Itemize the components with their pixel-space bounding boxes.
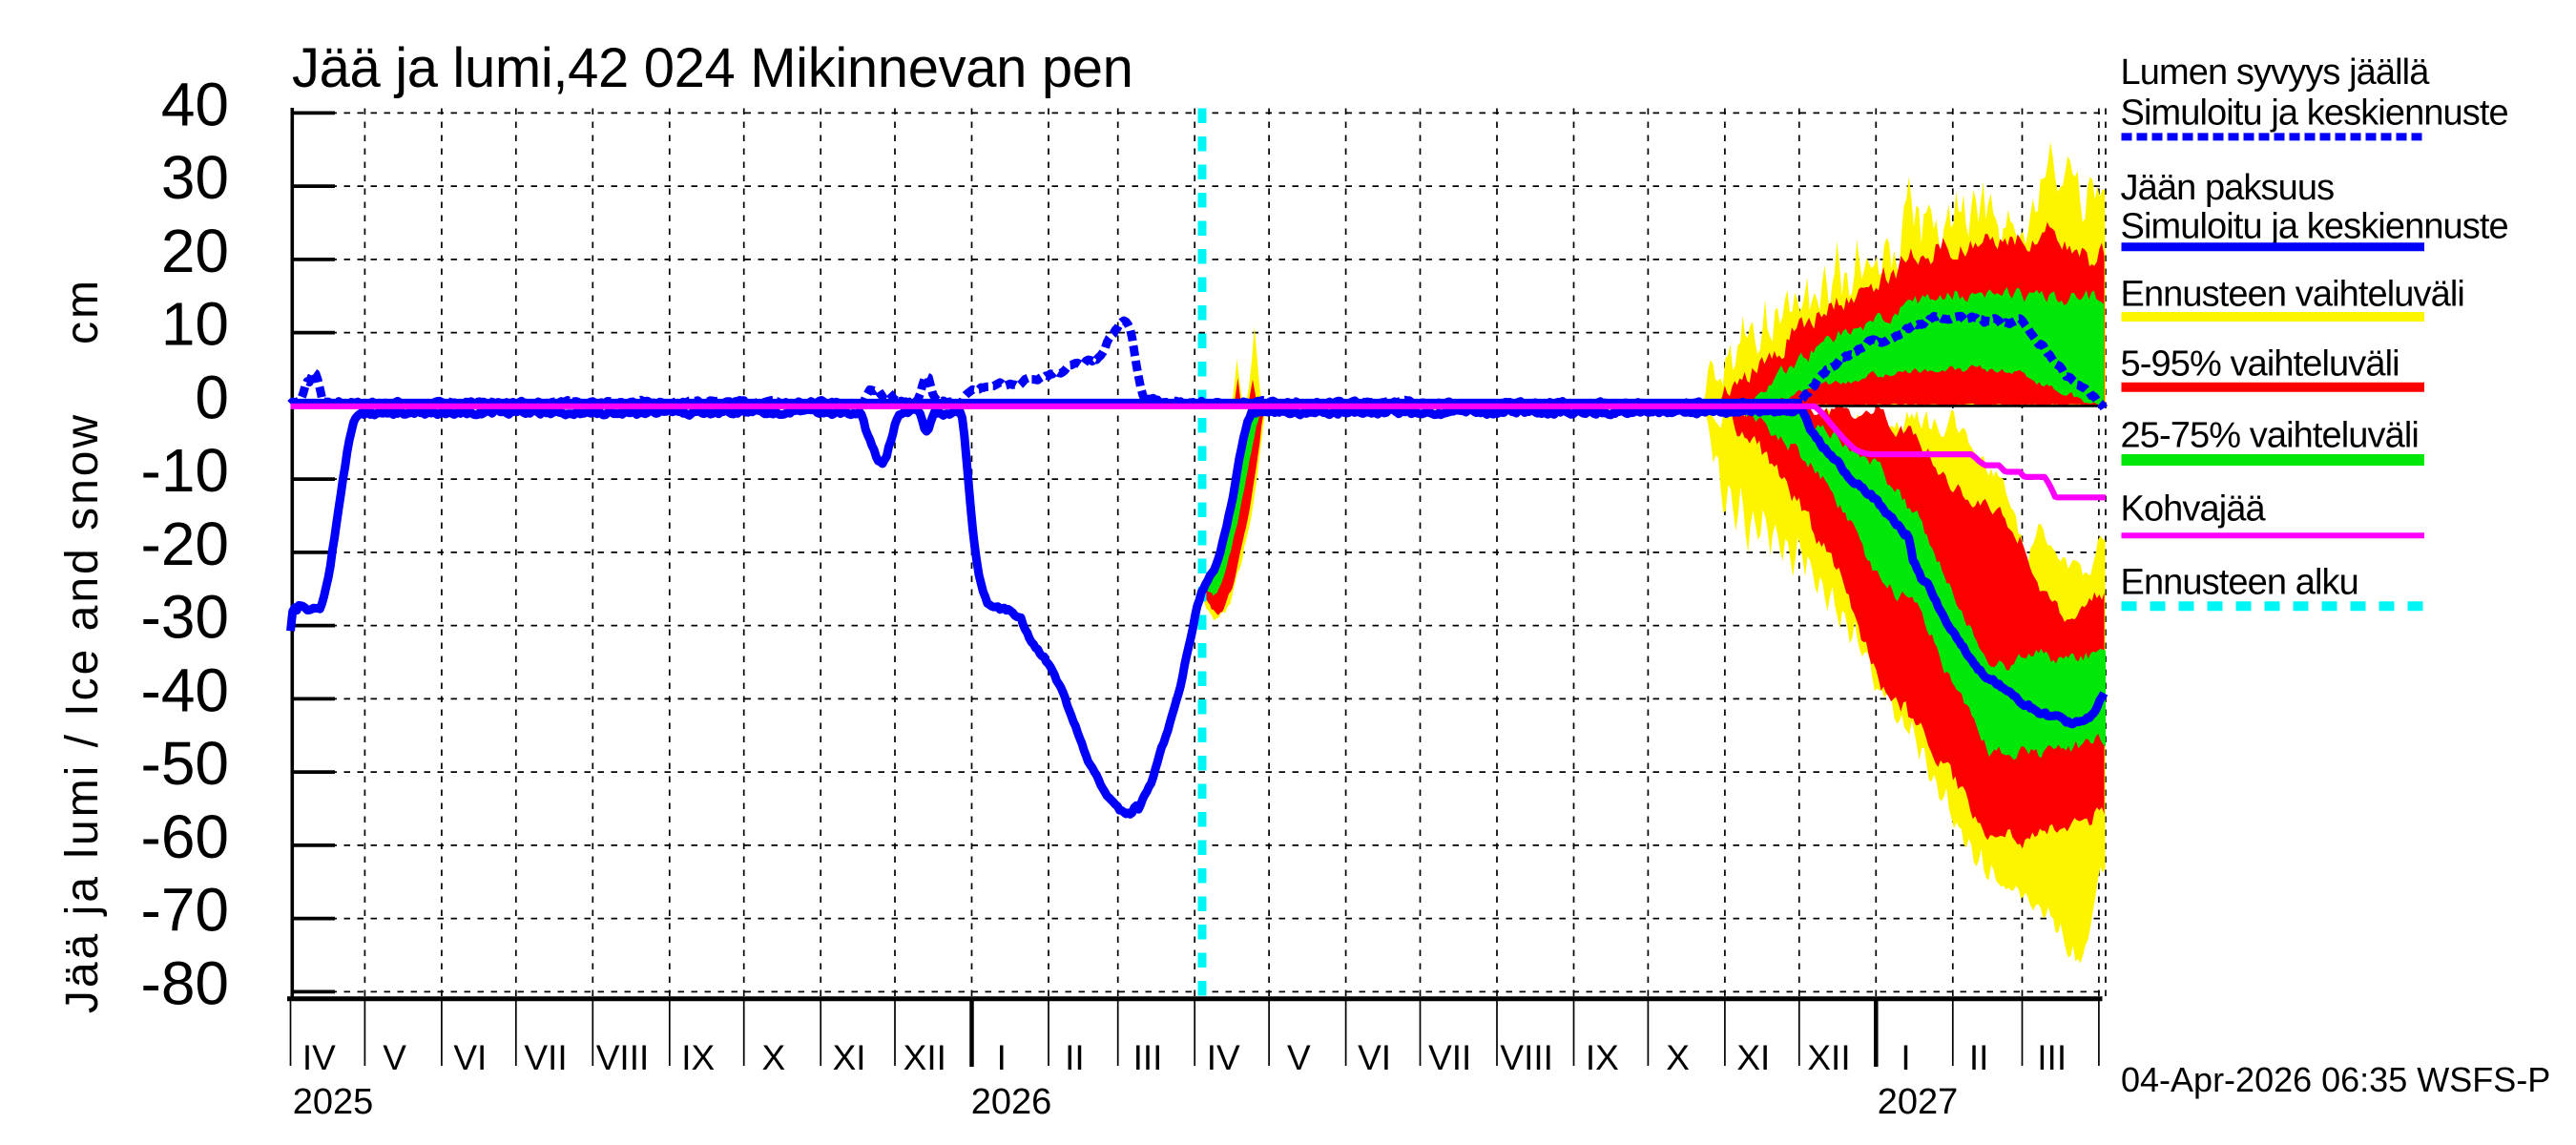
svg-text:XII: XII — [1807, 1038, 1850, 1077]
svg-text:V: V — [1287, 1038, 1311, 1077]
svg-text:04-Apr-2026 06:35 WSFS-P: 04-Apr-2026 06:35 WSFS-P — [2121, 1060, 2550, 1099]
svg-text:-20: -20 — [141, 510, 230, 578]
svg-text:II: II — [1065, 1038, 1085, 1077]
svg-text:VI: VI — [1358, 1038, 1391, 1077]
svg-text:10: 10 — [161, 290, 229, 359]
svg-text:VII: VII — [1428, 1038, 1471, 1077]
svg-text:Jää ja lumi / Ice and snow: Jää ja lumi / Ice and snow — [57, 412, 108, 1013]
svg-text:Lumen syvyys jäällä: Lumen syvyys jäällä — [2121, 52, 2431, 93]
svg-text:IX: IX — [681, 1038, 715, 1077]
svg-text:2025: 2025 — [293, 1082, 374, 1122]
svg-text:III: III — [2037, 1038, 2067, 1077]
svg-text:X: X — [762, 1038, 786, 1077]
svg-text:IV: IV — [302, 1038, 336, 1077]
svg-text:25-75% vaihteluväli: 25-75% vaihteluväli — [2121, 416, 2419, 456]
svg-text:IV: IV — [1207, 1038, 1240, 1077]
svg-text:20: 20 — [161, 217, 229, 285]
svg-text:I: I — [997, 1038, 1007, 1077]
svg-text:-10: -10 — [141, 436, 230, 505]
svg-text:-60: -60 — [141, 802, 230, 871]
svg-text:Simuloitu ja keskiennuste: Simuloitu ja keskiennuste — [2121, 93, 2508, 133]
svg-text:IX: IX — [1586, 1038, 1619, 1077]
svg-text:Jää ja lumi,42 024 Mikinnevan: Jää ja lumi,42 024 Mikinnevan pen — [292, 37, 1133, 99]
svg-text:-30: -30 — [141, 583, 230, 652]
svg-text:0: 0 — [195, 363, 229, 431]
svg-text:-40: -40 — [141, 656, 230, 724]
svg-text:-80: -80 — [141, 948, 230, 1017]
svg-text:III: III — [1133, 1038, 1163, 1077]
svg-text:XI: XI — [833, 1038, 866, 1077]
svg-text:Kohvajää: Kohvajää — [2121, 489, 2267, 530]
svg-text:5-95% vaihteluväli: 5-95% vaihteluväli — [2121, 344, 2399, 385]
svg-text:30: 30 — [161, 143, 229, 212]
svg-text:II: II — [1969, 1038, 1989, 1077]
svg-text:V: V — [383, 1038, 406, 1077]
svg-text:2027: 2027 — [1878, 1082, 1959, 1122]
svg-text:Simuloitu ja keskiennuste: Simuloitu ja keskiennuste — [2121, 207, 2508, 247]
svg-text:40: 40 — [161, 70, 229, 138]
svg-text:VIII: VIII — [596, 1038, 650, 1077]
svg-text:Ennusteen alku: Ennusteen alku — [2121, 562, 2358, 602]
svg-text:XI: XI — [1736, 1038, 1770, 1077]
svg-text:cm: cm — [57, 278, 108, 344]
svg-text:I: I — [1901, 1038, 1910, 1077]
svg-text:VII: VII — [524, 1038, 567, 1077]
svg-text:X: X — [1666, 1038, 1690, 1077]
svg-text:-50: -50 — [141, 729, 230, 798]
svg-text:XII: XII — [904, 1038, 946, 1077]
svg-text:VIII: VIII — [1500, 1038, 1553, 1077]
svg-text:Jään paksuus: Jään paksuus — [2121, 168, 2335, 208]
svg-text:VI: VI — [453, 1038, 487, 1077]
svg-text:Ennusteen vaihteluväli: Ennusteen vaihteluväli — [2121, 275, 2464, 315]
svg-text:2026: 2026 — [971, 1082, 1052, 1122]
svg-text:-70: -70 — [141, 876, 230, 945]
